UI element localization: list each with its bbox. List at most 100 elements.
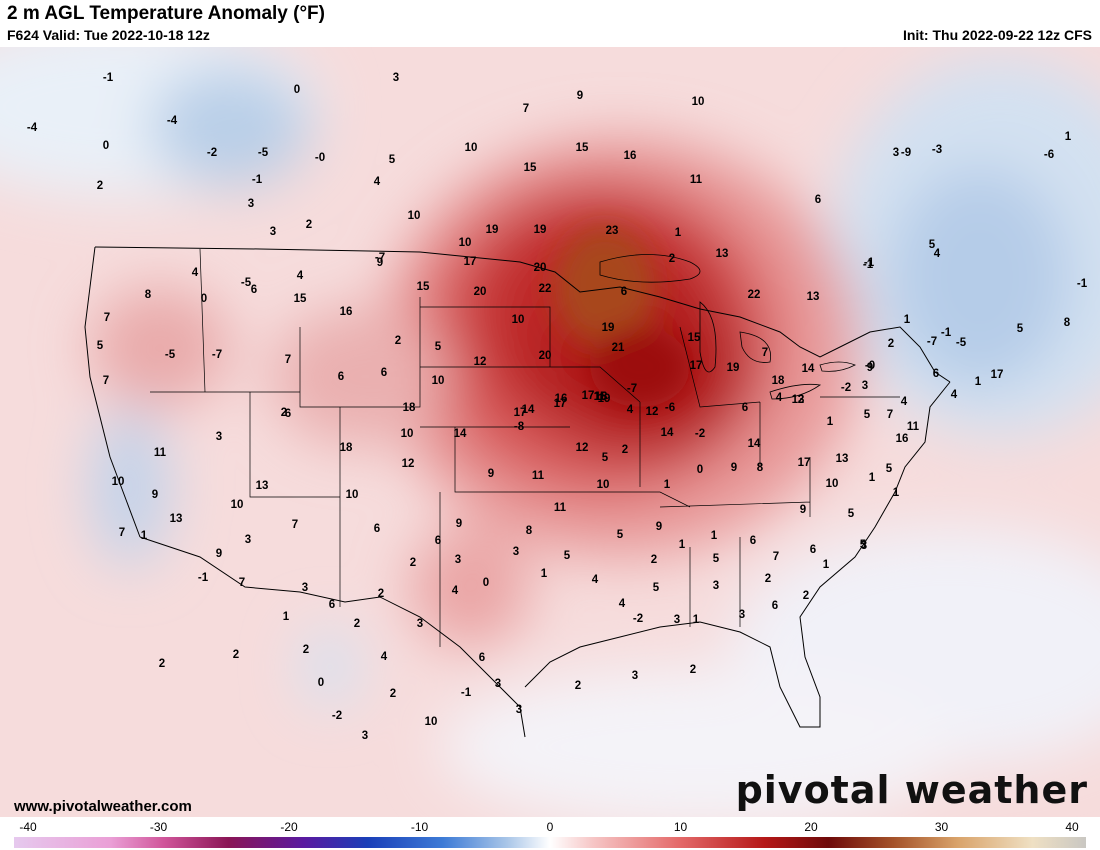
anomaly-value: 10: [692, 96, 705, 108]
anomaly-value: 1: [693, 614, 700, 626]
anomaly-value: 15: [524, 162, 537, 174]
colorbar-tick-label: 20: [804, 820, 818, 834]
anomaly-value: 9: [216, 548, 222, 560]
anomaly-value: 13: [836, 453, 849, 465]
anomaly-peak: [555, 227, 690, 407]
anomaly-value: 22: [748, 289, 761, 301]
anomaly-value: 6: [772, 600, 778, 612]
anomaly-value: 17: [582, 390, 595, 402]
anomaly-value: 2: [798, 394, 804, 406]
anomaly-value: -2: [633, 613, 643, 625]
anomaly-value: 1: [1065, 131, 1072, 143]
anomaly-value: 3: [393, 72, 399, 84]
anomaly-value: 18: [772, 375, 785, 387]
anomaly-value: 3: [216, 431, 222, 443]
map-title: 2 m AGL Temperature Anomaly (°F): [7, 3, 325, 24]
anomaly-value: 2: [306, 219, 312, 231]
colorbar-tick-label: 40: [1065, 820, 1079, 834]
anomaly-value: 3: [861, 540, 867, 552]
anomaly-value: 3: [245, 534, 251, 546]
anomaly-value: 3: [862, 380, 868, 392]
anomaly-value: 21: [612, 342, 625, 354]
anomaly-value: 9: [577, 90, 583, 102]
anomaly-value: 1: [541, 568, 548, 580]
anomaly-value: 0: [201, 293, 207, 305]
anomaly-value: 16: [896, 433, 909, 445]
anomaly-value: 10: [597, 479, 610, 491]
anomaly-map: -1 0 3 9 7 10 -4 -4 0 -2 -5 -0 5 10 15 16 2 -1 4 10 15 11 3 3 2 1…: [0, 47, 1100, 817]
anomaly-value: 5: [653, 582, 660, 594]
anomaly-value: 19: [727, 362, 740, 374]
anomaly-value: 6: [435, 535, 441, 547]
anomaly-value: 20: [534, 262, 547, 274]
anomaly-value: 10: [231, 499, 244, 511]
us-mexico-border: [139, 536, 526, 738]
anomaly-value: 2: [390, 688, 396, 700]
anomaly-value: 10: [512, 314, 525, 326]
anomaly-value: 10: [425, 716, 438, 728]
anomaly-value: 4: [374, 176, 381, 188]
anomaly-value: 2: [97, 180, 103, 192]
anomaly-value: 10: [112, 476, 125, 488]
anomaly-value: -5: [241, 277, 252, 289]
anomaly-value: 5: [602, 452, 609, 464]
anomaly-value: -0: [315, 152, 325, 164]
anomaly-value: 0: [697, 464, 703, 476]
anomaly-value: 3: [455, 554, 461, 566]
anomaly-value: -1: [864, 257, 875, 269]
anomaly-value: -8: [514, 421, 525, 433]
anomaly-value: 5: [97, 340, 104, 352]
anomaly-value: -7: [212, 349, 222, 361]
anomaly-value: 4: [901, 396, 908, 408]
anomaly-value: -1: [1077, 278, 1088, 290]
anomaly-value: 15: [576, 142, 589, 154]
anomaly-value: -1: [863, 259, 874, 271]
great-lakes: [599, 254, 856, 400]
anomaly-value: 16: [624, 150, 637, 162]
anomaly-value: 3: [513, 546, 519, 558]
anomaly-value: 12: [576, 442, 589, 454]
anomaly-value: 18: [595, 391, 608, 403]
anomaly-value: 6: [251, 284, 257, 296]
anomaly-value: 5: [713, 553, 720, 565]
anomaly-value: 2: [159, 658, 165, 670]
anomaly-value: 13: [807, 291, 820, 303]
anomaly-value: 5: [389, 154, 396, 166]
anomaly-value: 5: [564, 550, 571, 562]
anomaly-value: 4: [592, 574, 599, 586]
anomaly-value: 9: [456, 518, 462, 530]
anomaly-value: 6: [750, 535, 756, 547]
anomaly-value: 2: [395, 335, 401, 347]
anomaly-value: 3: [417, 618, 423, 630]
anomaly-value: 3: [739, 609, 745, 621]
anomaly-value: 5: [864, 409, 871, 421]
anomaly-value: 14: [454, 428, 467, 440]
init-time: Init: Thu 2022-09-22 12z CFS: [902, 27, 1092, 43]
map-header: 2 m AGL Temperature Anomaly (°F) F624 Va…: [0, 0, 1100, 47]
anomaly-value: -2: [207, 147, 217, 159]
anomaly-value: 23: [606, 225, 619, 237]
anomaly-value: 4: [951, 389, 958, 401]
anomaly-value: 3: [248, 198, 254, 210]
anomaly-value: -1: [198, 572, 209, 584]
anomaly-value: 9: [377, 257, 383, 269]
anomaly-value: 7: [762, 347, 768, 359]
anomaly-value: 6: [621, 286, 627, 298]
anomaly-value: 1: [679, 539, 686, 551]
anomaly-value: 9: [152, 489, 158, 501]
anomaly-value: -1: [103, 72, 114, 84]
anomaly-value: 16: [555, 393, 568, 405]
anomaly-value: 4: [192, 267, 199, 279]
anomaly-value: 1: [975, 376, 982, 388]
anomaly-value: -1: [252, 174, 263, 186]
colorbar-tick-label: 0: [546, 820, 554, 834]
anomaly-value: 1: [904, 314, 911, 326]
anomaly-value: 17: [514, 407, 527, 419]
anomaly-value: 20: [474, 286, 487, 298]
anomaly-value: 14: [802, 363, 815, 375]
anomaly-value: 9: [488, 468, 494, 480]
anomaly-value: 5: [848, 508, 855, 520]
anomaly-value: 7: [104, 312, 110, 324]
colorbar-tick-label: -40: [19, 820, 37, 834]
anomaly-value: 10: [408, 210, 421, 222]
